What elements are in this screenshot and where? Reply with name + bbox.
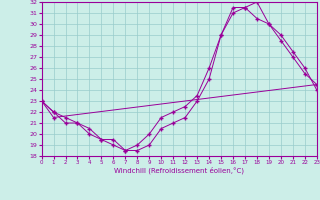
X-axis label: Windchill (Refroidissement éolien,°C): Windchill (Refroidissement éolien,°C) <box>114 167 244 174</box>
